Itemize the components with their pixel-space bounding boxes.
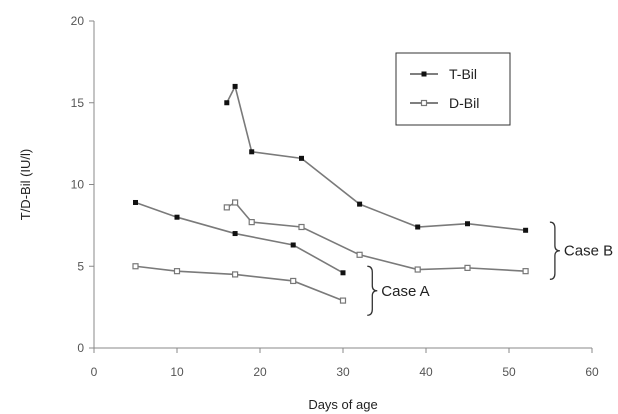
y-tick-label: 5 — [77, 259, 84, 273]
x-tick-label: 0 — [91, 365, 98, 379]
data-point-t-bil — [174, 214, 180, 220]
data-point-d-bil — [223, 204, 230, 211]
data-point-t-bil — [523, 227, 529, 233]
case-label: Case A — [381, 283, 429, 300]
data-point-t-bil — [249, 149, 255, 155]
x-tick-label: 60 — [585, 365, 599, 379]
legend-box — [395, 52, 511, 126]
series-line-t-bil-case-b — [226, 84, 526, 232]
data-point-t-bil — [415, 224, 421, 230]
data-point-d-bil — [339, 297, 347, 304]
data-point-t-bil — [357, 201, 363, 207]
data-point-d-bil — [356, 251, 363, 258]
data-point-t-bil — [340, 270, 346, 276]
data-point-t-bil — [299, 155, 304, 161]
legend-marker — [420, 99, 428, 107]
series-line-d-bil-case-b — [226, 201, 526, 272]
y-tick-label: 0 — [77, 341, 84, 355]
legend-label: D-Bil — [449, 95, 479, 111]
data-point-d-bil — [414, 266, 421, 273]
data-point-d-bil — [290, 277, 297, 285]
legend-marker — [421, 71, 427, 77]
y-tick-label: 15 — [71, 96, 85, 110]
data-point-d-bil — [173, 268, 181, 275]
series-line-t-bil-case-a — [135, 201, 344, 274]
case-brace — [549, 221, 560, 280]
case-label: Case B — [564, 243, 613, 260]
data-point-d-bil — [522, 268, 529, 275]
y-tick-label: 20 — [71, 14, 85, 28]
data-point-t-bil — [133, 199, 138, 205]
x-tick-label: 10 — [170, 365, 184, 379]
x-tick-label: 50 — [502, 365, 516, 379]
data-point-t-bil — [232, 83, 238, 89]
x-tick-label: 40 — [419, 365, 433, 379]
x-tick-label: 30 — [336, 365, 350, 379]
data-point-d-bil — [248, 219, 255, 226]
data-point-t-bil — [224, 100, 230, 106]
x-tick-label: 20 — [253, 365, 267, 379]
data-point-t-bil — [290, 242, 296, 248]
data-point-d-bil — [232, 199, 239, 206]
data-point-d-bil — [132, 263, 139, 270]
data-point-d-bil — [232, 271, 239, 278]
x-axis-title: Days of age — [308, 397, 377, 412]
legend-label: T-Bil — [449, 66, 477, 82]
y-axis-title: T/D-Bil (IU/l) — [18, 149, 33, 221]
data-point-d-bil — [298, 223, 305, 231]
data-point-t-bil — [232, 231, 238, 237]
y-tick-label: 10 — [71, 178, 85, 192]
data-point-t-bil — [465, 221, 470, 227]
case-brace — [367, 265, 378, 316]
data-point-d-bil — [464, 264, 471, 271]
series-line-d-bil-case-a — [135, 265, 344, 302]
